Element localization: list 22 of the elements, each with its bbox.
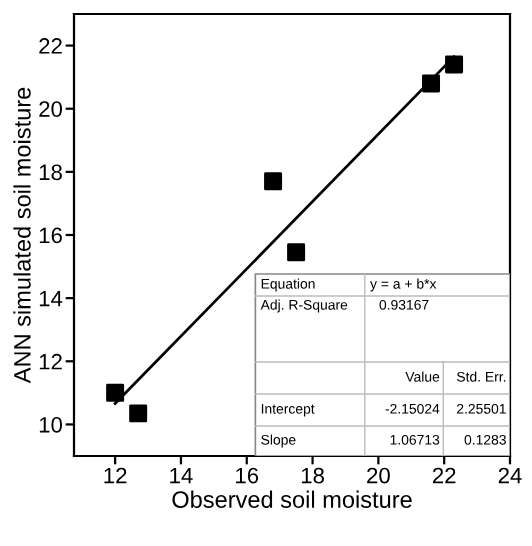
point [422, 74, 441, 93]
y-tick-label: 10 [39, 416, 63, 433]
x-tick-label: 20 [367, 467, 390, 484]
point [129, 404, 148, 423]
x-tick-label: 22 [432, 467, 456, 484]
y-tick-label: 20 [39, 101, 63, 117]
x-tick-label: 16 [236, 467, 259, 484]
point [287, 243, 306, 262]
y-axis-title: ANN simulated soil moisture [13, 87, 31, 384]
y-tick-label: 18 [39, 164, 62, 181]
y-tick-label: 12 [39, 353, 62, 370]
x-tick-label: 12 [104, 467, 127, 484]
x-axis-title: Observed soil moisture [172, 490, 412, 508]
x-tick-label: 24 [498, 467, 522, 484]
point [264, 172, 283, 191]
point [106, 383, 125, 402]
point [445, 55, 464, 74]
x-tick-label: 14 [170, 467, 193, 484]
y-tick-label: 16 [39, 227, 62, 244]
x-tick-label: 18 [301, 467, 324, 484]
y-tick-label: 22 [39, 38, 62, 54]
y-tick-label: 14 [39, 290, 63, 307]
